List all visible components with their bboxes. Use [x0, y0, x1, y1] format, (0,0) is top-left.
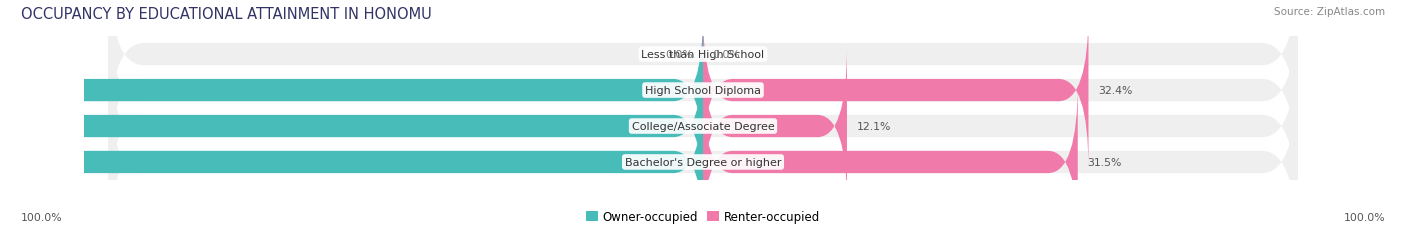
FancyBboxPatch shape [0, 12, 703, 169]
Text: High School Diploma: High School Diploma [645, 86, 761, 96]
FancyBboxPatch shape [0, 84, 703, 231]
Text: 100.0%: 100.0% [21, 212, 63, 222]
Text: Source: ZipAtlas.com: Source: ZipAtlas.com [1274, 7, 1385, 17]
Text: OCCUPANCY BY EDUCATIONAL ATTAINMENT IN HONOMU: OCCUPANCY BY EDUCATIONAL ATTAINMENT IN H… [21, 7, 432, 22]
FancyBboxPatch shape [108, 0, 1298, 187]
FancyBboxPatch shape [108, 66, 1298, 231]
FancyBboxPatch shape [108, 30, 1298, 223]
Text: 32.4%: 32.4% [1098, 86, 1132, 96]
Text: Bachelor's Degree or higher: Bachelor's Degree or higher [624, 157, 782, 167]
FancyBboxPatch shape [703, 84, 1078, 231]
FancyBboxPatch shape [703, 48, 846, 205]
Text: 0.0%: 0.0% [713, 50, 741, 60]
FancyBboxPatch shape [0, 48, 703, 205]
Text: 12.1%: 12.1% [856, 122, 891, 131]
Text: College/Associate Degree: College/Associate Degree [631, 122, 775, 131]
Text: 100.0%: 100.0% [1343, 212, 1385, 222]
Text: Less than High School: Less than High School [641, 50, 765, 60]
FancyBboxPatch shape [108, 0, 1298, 151]
Text: 31.5%: 31.5% [1087, 157, 1122, 167]
Text: 0.0%: 0.0% [665, 50, 693, 60]
FancyBboxPatch shape [703, 12, 1088, 169]
Legend: Owner-occupied, Renter-occupied: Owner-occupied, Renter-occupied [586, 210, 820, 223]
